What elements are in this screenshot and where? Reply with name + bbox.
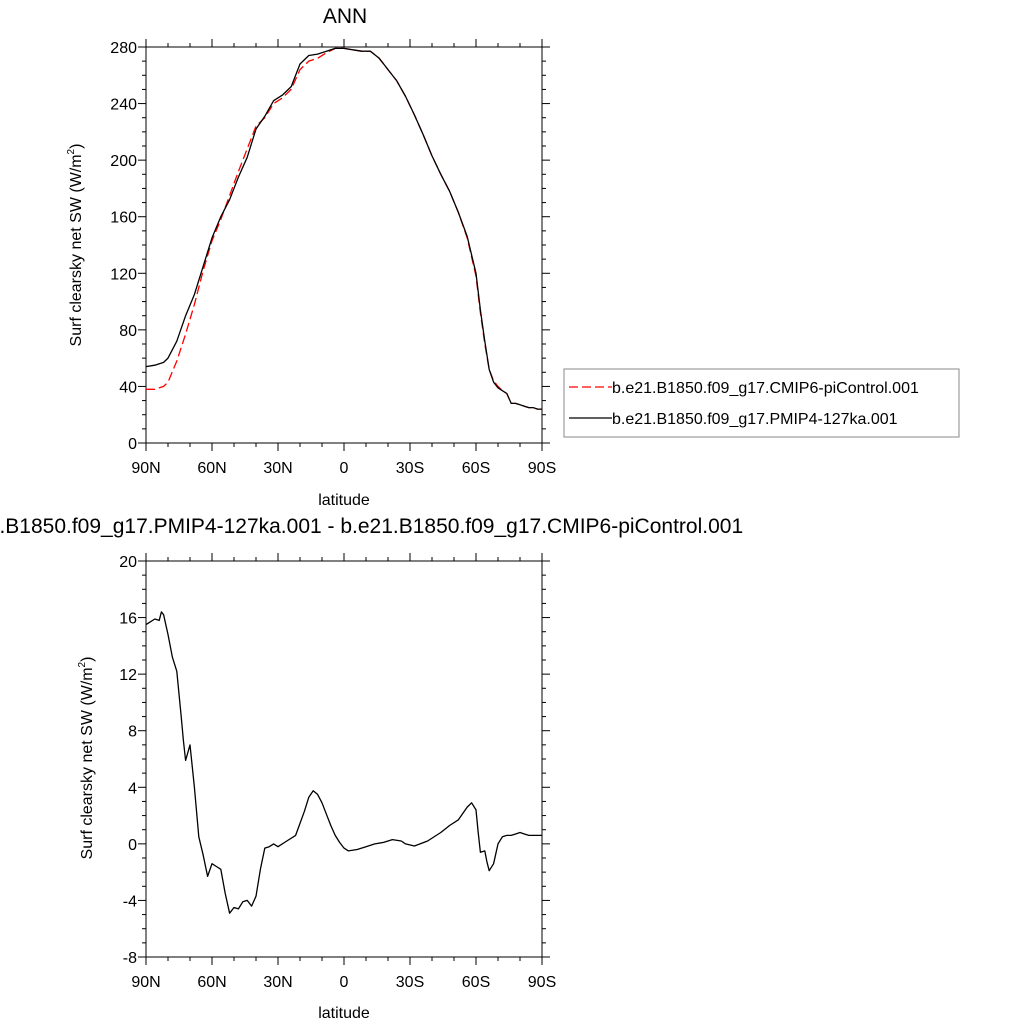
- panel-bottom-x-axis-label: latitude: [318, 1005, 370, 1022]
- y-tick-label: 8: [128, 724, 137, 741]
- y-tick-label: 280: [110, 40, 137, 57]
- y-tick-label: 0: [128, 837, 137, 854]
- x-tick-label: 30S: [396, 460, 424, 477]
- panel-bottom-y-ticks: -8 -4 0 4 8 12 16 20: [119, 554, 550, 967]
- panel-bottom-y-axis-label-main: Surf clearsky net SW (W/m: [79, 667, 96, 859]
- x-tick-label: 60N: [197, 974, 226, 991]
- panel-bottom-title: b.e21.B1850.f09_g17.PMIP4-127ka.001 - b.…: [0, 515, 743, 538]
- y-tick-label: -4: [123, 893, 137, 910]
- x-tick-label: 0: [340, 974, 349, 991]
- panel-bottom-plot-frame: [145, 560, 543, 958]
- panel-bottom-x-ticks: 90N 60N 30N 0 30S 60S 90S: [131, 553, 556, 991]
- x-tick-label: 90S: [528, 460, 556, 477]
- panel-top-series-lines: [145, 47, 542, 410]
- x-tick-label: 90N: [131, 460, 160, 477]
- legend: b.e21.B1850.f09_g17.CMIP6-piControl.001 …: [563, 368, 960, 438]
- panel-top-title: ANN: [323, 5, 367, 28]
- panel-top-y-axis-label: Surf clearsky net SW (W/m2): [66, 144, 85, 347]
- panel-bottom: b.e21.B1850.f09_g17.PMIP4-127ka.001 - b.…: [0, 515, 743, 1022]
- y-tick-label: 40: [119, 379, 137, 396]
- x-tick-label: 60S: [462, 974, 490, 991]
- y-tick-label: -8: [123, 950, 137, 967]
- y-tick-label: 120: [110, 266, 137, 283]
- y-tick-label: 4: [128, 780, 137, 797]
- x-tick-label: 90N: [131, 974, 160, 991]
- panel-top-x-axis-label: latitude: [318, 492, 370, 509]
- y-tick-label: 80: [119, 323, 137, 340]
- panel-top-series-line-1: [145, 47, 542, 410]
- panel-top-y-axis-label-main: Surf clearsky net SW (W/m: [68, 154, 85, 346]
- y-tick-label: 160: [110, 210, 137, 227]
- legend-box: [563, 368, 960, 438]
- legend-label-picontrol: b.e21.B1850.f09_g17.CMIP6-piControl.001: [612, 380, 919, 397]
- x-tick-label: 0: [340, 460, 349, 477]
- panel-top-plot-frame: [145, 46, 543, 444]
- x-tick-label: 30S: [396, 974, 424, 991]
- panel-bottom-y-axis-label-close: ): [79, 657, 96, 662]
- x-tick-label: 60S: [462, 460, 490, 477]
- panel-top-y-ticks: 0 40 80 120 160 200 240 280: [110, 40, 550, 453]
- y-tick-label: 240: [110, 97, 137, 114]
- x-tick-label: 30N: [263, 974, 292, 991]
- panel-top-x-ticks: 90N 60N 30N 0 30S 60S 90S: [131, 39, 556, 477]
- panel-bottom-y-axis-label-sup: 2: [77, 661, 88, 667]
- y-tick-label: 16: [119, 611, 137, 628]
- panel-bottom-series-line-0: [145, 611, 542, 914]
- panel-bottom-series-lines: [145, 611, 542, 914]
- y-tick-label: 0: [128, 436, 137, 453]
- panel-bottom-y-axis-label: Surf clearsky net SW (W/m2): [77, 657, 96, 860]
- panel-top-y-axis-label-close: ): [68, 144, 85, 149]
- x-tick-label: 90S: [528, 974, 556, 991]
- panel-top-series-line-0: [146, 47, 542, 410]
- y-tick-label: 200: [110, 153, 137, 170]
- legend-label-127ka: b.e21.B1850.f09_g17.PMIP4-127ka.001: [612, 411, 898, 428]
- y-tick-label: 12: [119, 667, 137, 684]
- panel-top: ANN 0 40 80 120 160 200 240 280 90N 60N 30N 0 30S 60…: [66, 5, 960, 509]
- panel-top-y-axis-label-sup: 2: [66, 148, 77, 154]
- x-tick-label: 60N: [197, 460, 226, 477]
- y-tick-label: 20: [119, 554, 137, 571]
- x-tick-label: 30N: [263, 460, 292, 477]
